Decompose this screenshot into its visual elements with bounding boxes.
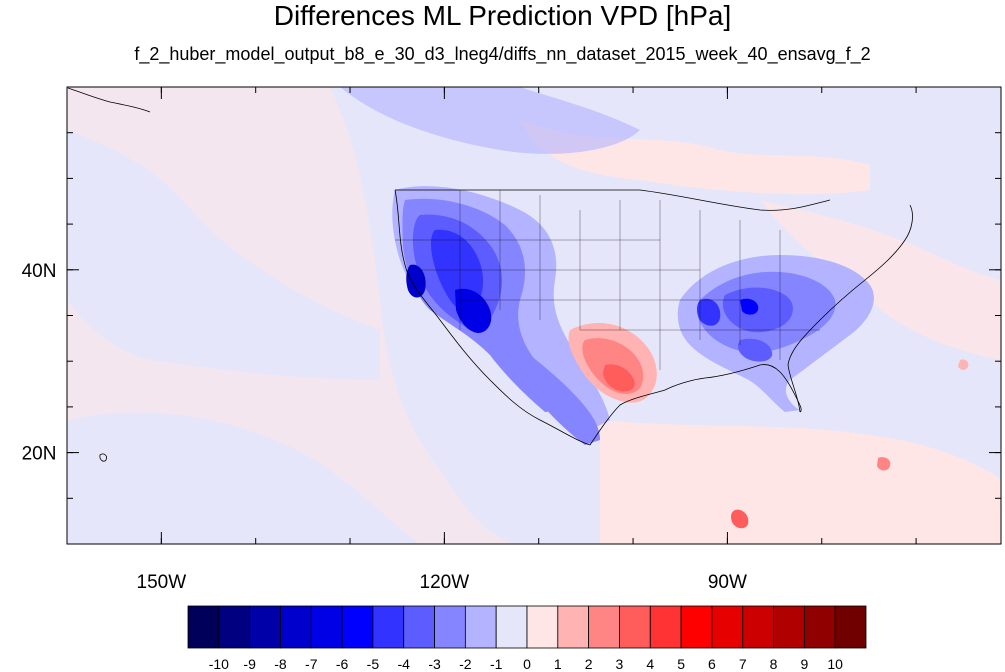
colorbar-label: -8 — [274, 656, 287, 672]
colorbar-label: 1 — [554, 656, 562, 672]
colorbar-label: 6 — [708, 656, 716, 672]
colorbar-label: -6 — [336, 656, 349, 672]
colorbar-swatch — [588, 605, 620, 649]
colorbar-swatch — [310, 605, 343, 649]
colorbar-swatch — [372, 605, 405, 649]
colorbar-label: 3 — [616, 656, 624, 672]
colorbar-swatch — [249, 605, 281, 649]
difference-field — [67, 87, 1001, 544]
lon-tick-label: 120W — [420, 572, 470, 593]
colorbar-label: 7 — [739, 656, 747, 672]
lat-tick-label: 20N — [22, 444, 57, 465]
colorbar-label: -5 — [367, 656, 380, 672]
colorbar: -10 -9 -8 -7 -6 -5 -4 -3 -2 -1 0 1 2 3 4 5 6 7 8 9 10 — [187, 605, 867, 672]
colorbar-label: 5 — [677, 656, 685, 672]
colorbar-swatch — [557, 605, 590, 649]
colorbar-label: 9 — [800, 656, 808, 672]
colorbar-swatch — [464, 605, 497, 649]
axis-ticks: 150W 120W 90W 40N 20N — [22, 87, 1001, 593]
lon-tick-label: 90W — [708, 572, 747, 593]
colorbar-swatch — [526, 605, 559, 649]
colorbar-swatch — [773, 605, 805, 649]
colorbar-swatch — [403, 605, 435, 649]
colorbar-label: 4 — [646, 656, 654, 672]
colorbar-label: 2 — [585, 656, 593, 672]
colorbar-swatch — [218, 605, 251, 649]
colorbar-swatch — [742, 605, 774, 649]
colorbar-swatch — [803, 605, 836, 649]
map-title: Differences ML Prediction VPD [hPa] — [273, 0, 732, 31]
map-subtitle: f_2_huber_model_output_b8_e_30_d3_lneg4/… — [134, 44, 871, 64]
colorbar-label: -7 — [305, 656, 318, 672]
colorbar-swatch — [187, 605, 220, 649]
colorbar-label: -1 — [490, 656, 503, 672]
colorbar-swatch — [280, 605, 312, 649]
colorbar-swatch — [434, 605, 466, 649]
colorbar-label: -4 — [398, 656, 411, 672]
colorbar-label: -10 — [209, 656, 229, 672]
state-lines — [395, 190, 820, 370]
lat-tick-label: 40N — [22, 261, 57, 282]
colorbar-label: 10 — [827, 656, 843, 672]
colorbar-swatch — [649, 605, 682, 649]
colorbar-swatch — [341, 605, 374, 649]
colorbar-label: -3 — [428, 656, 441, 672]
colorbar-swatch — [711, 605, 744, 649]
colorbar-swatch — [619, 605, 651, 649]
colorbar-swatch — [680, 605, 713, 649]
colorbar-label: -2 — [459, 656, 472, 672]
colorbar-swatch — [495, 605, 528, 649]
colorbar-label: 0 — [523, 656, 531, 672]
colorbar-label: 8 — [770, 656, 778, 672]
colorbar-label: -9 — [243, 656, 256, 672]
colorbar-swatch — [834, 605, 867, 649]
lon-tick-label: 150W — [137, 572, 187, 593]
coastline-lines — [67, 87, 913, 462]
